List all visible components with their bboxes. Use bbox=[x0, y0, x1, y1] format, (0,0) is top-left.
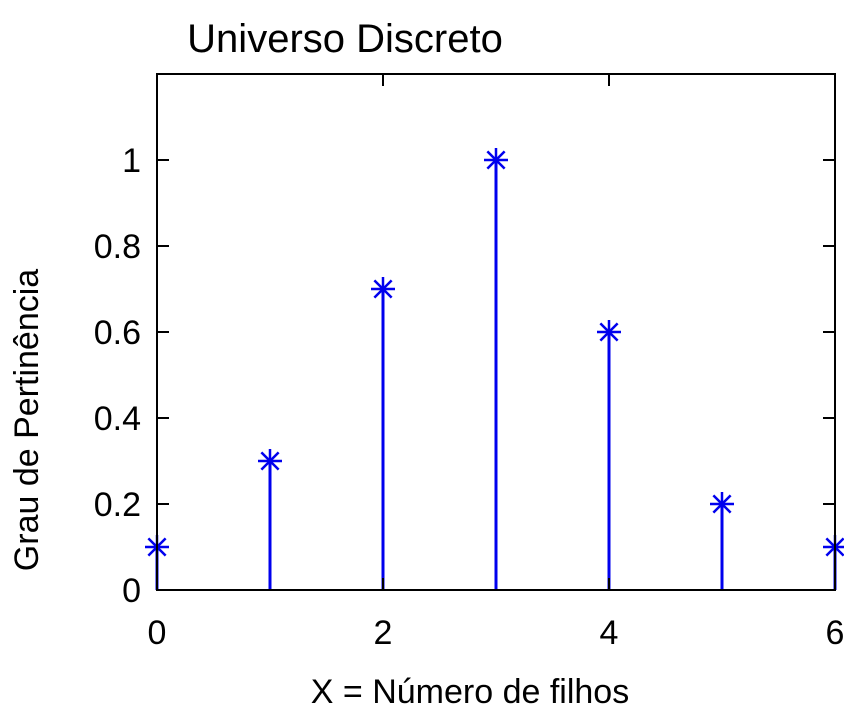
x-axis-label: X = Número de filhos bbox=[311, 673, 629, 708]
y-axis-label: Grau de Pertinência bbox=[8, 269, 46, 571]
data-point bbox=[823, 535, 844, 590]
x-tick-label: 4 bbox=[600, 614, 619, 652]
data-point bbox=[371, 277, 395, 590]
x-tick-label: 2 bbox=[374, 614, 393, 652]
y-tick-label: 0.8 bbox=[94, 228, 141, 266]
asterisk-marker bbox=[371, 277, 395, 301]
ticks-layer: 0 2 4 6 0 0.2 0.4 0.6 0.8 1 bbox=[94, 74, 844, 652]
asterisk-marker bbox=[258, 449, 282, 473]
x-tick-label: 0 bbox=[148, 614, 167, 652]
y-tick-label: 0 bbox=[122, 572, 141, 610]
data-point bbox=[710, 492, 734, 590]
asterisk-marker bbox=[484, 148, 508, 172]
asterisk-marker bbox=[710, 492, 734, 516]
stems-layer bbox=[145, 148, 844, 590]
asterisk-marker bbox=[597, 320, 621, 344]
x-tick-label: 6 bbox=[826, 614, 844, 652]
y-tick-label: 0.6 bbox=[94, 314, 141, 352]
y-tick-label: 0.2 bbox=[94, 486, 141, 524]
y-tick-label: 1 bbox=[122, 142, 141, 180]
data-point bbox=[484, 148, 508, 590]
data-point bbox=[597, 320, 621, 590]
y-tick-label: 0.4 bbox=[94, 400, 141, 438]
chart-title: Universo Discreto bbox=[187, 17, 503, 61]
data-point bbox=[258, 449, 282, 590]
